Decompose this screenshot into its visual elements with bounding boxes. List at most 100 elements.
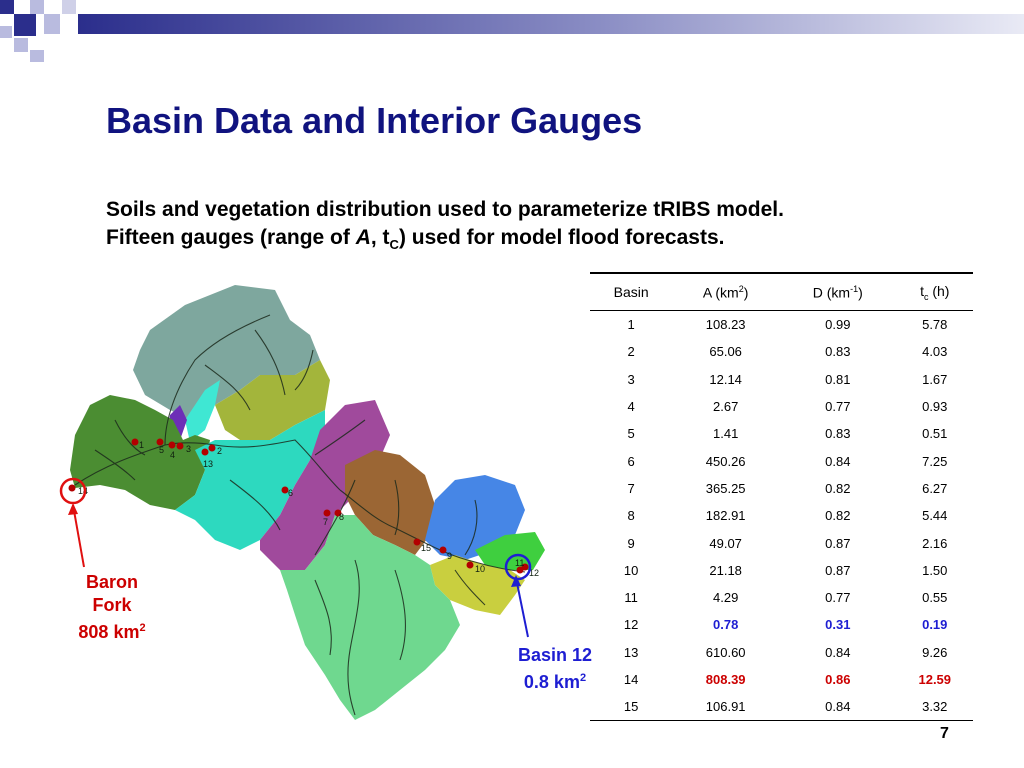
label-line: 808 km2 — [56, 617, 168, 644]
table-cell-area: 808.39 — [705, 672, 746, 687]
header-exponent: -1 — [850, 283, 859, 294]
table-cell-tc: 6.27 — [922, 480, 948, 496]
table-cell-density: 0.87 — [825, 535, 851, 551]
header-text: ) — [858, 284, 863, 301]
slide-subtitle: Soils and vegetation distribution used t… — [106, 196, 784, 259]
label-area: 0.8 km — [523, 672, 580, 692]
watershed-map: 1 2 3 4 5 6 7 8 9 10 11 12 13 14 15 — [59, 285, 545, 720]
gauge-label: 15 — [421, 543, 431, 553]
table-row: 14 808.39 0.86 12.59 — [590, 666, 973, 693]
table-cell-basin: 6 — [627, 453, 635, 469]
gauge-label: 5 — [159, 445, 164, 455]
gauge-point — [323, 509, 331, 517]
table-cell-density: 0.87 — [825, 562, 851, 578]
table-cell-basin: 4 — [627, 399, 635, 415]
gauge-points — [68, 438, 529, 574]
table-cell-basin: 9 — [627, 535, 635, 551]
river-network — [74, 314, 526, 716]
header-text: (h) — [928, 282, 950, 299]
header-text: ) — [743, 284, 749, 301]
table-row: 2 65.06 0.83 4.03 — [590, 338, 973, 365]
table-row: 9 49.07 0.87 2.16 — [590, 529, 973, 556]
table-cell-density: 0.86 — [825, 672, 851, 687]
slide-title: Basin Data and Interior Gauges — [106, 100, 643, 141]
gauge-label: 8 — [339, 512, 344, 522]
subbasin-region — [345, 450, 435, 555]
table-cell-area: 65.06 — [709, 344, 742, 360]
table-cell-tc: 7.25 — [922, 453, 948, 469]
table-body: 1 108.23 0.99 5.78 2 65.06 0.83 4.03 3 12.14 0.81 1… — [590, 311, 973, 722]
subtitle-line-1: Soils and vegetation distribution used t… — [106, 198, 784, 221]
table-cell-basin: 13 — [623, 644, 639, 660]
table-cell-tc: 2.16 — [922, 535, 948, 551]
table-row: 5 1.41 0.83 0.51 — [590, 420, 973, 447]
gauge-point — [201, 448, 209, 456]
table-cell-area: 2.67 — [713, 399, 739, 415]
table-row: 12 0.78 0.31 0.19 — [590, 611, 973, 638]
table-row: 1 108.23 0.99 5.78 — [590, 311, 973, 339]
table-cell-density: 0.83 — [825, 344, 851, 360]
table-row: 10 21.18 0.87 1.50 — [590, 557, 973, 584]
header-area: A (km2) — [672, 272, 780, 311]
basin-data-table: Basin A (km2) D (km-1) tc (h) 1 108.23 0.9… — [590, 272, 973, 722]
gauge-label: 12 — [529, 568, 539, 578]
subtitle-text: Fifteen gauges (range of — [106, 226, 356, 249]
gauge-point — [208, 444, 216, 452]
gauge-point — [334, 509, 342, 517]
header-square — [0, 0, 14, 14]
table-cell-basin: 8 — [627, 508, 635, 524]
table-row: 7 365.25 0.82 6.27 — [590, 475, 973, 502]
table-cell-tc: 0.93 — [922, 399, 948, 415]
header-square — [14, 14, 36, 36]
table-cell-tc: 4.03 — [922, 344, 948, 360]
basin-12-label: Basin 12 0.8 km2 — [500, 644, 610, 694]
subbasin-region — [215, 360, 330, 440]
table-cell-tc: 0.55 — [922, 590, 948, 606]
gauge-point — [521, 563, 529, 571]
label-area: 808 km — [78, 622, 140, 642]
label-line: Fork — [92, 595, 132, 615]
gauge-label: 13 — [203, 459, 213, 469]
table-cell-basin: 15 — [590, 693, 673, 722]
table-row: 13 610.60 0.84 9.26 — [590, 639, 973, 666]
table-cell-density: 0.82 — [825, 508, 851, 524]
header-square — [0, 26, 12, 38]
table-cell-area: 49.07 — [709, 535, 742, 551]
gauge-point — [168, 441, 176, 449]
table-cell-density: 0.82 — [825, 480, 851, 496]
table-row: 6 450.26 0.84 7.25 — [590, 447, 973, 474]
table-cell-basin: 3 — [627, 371, 635, 387]
table-cell-area: 450.26 — [705, 453, 746, 469]
subbasin-regions — [70, 285, 545, 720]
gauge-point — [156, 438, 164, 446]
subbasin-region — [280, 515, 460, 720]
header-text: A (km — [702, 284, 739, 301]
table-cell-basin: 2 — [627, 344, 635, 360]
gauge-point — [466, 561, 474, 569]
header-tc: tc (h) — [896, 272, 973, 311]
table-cell-basin: 11 — [624, 590, 638, 606]
gauge-point — [68, 484, 76, 492]
table-cell-tc: 12.59 — [918, 672, 952, 687]
header-square — [62, 0, 76, 14]
table-row: 11 4.29 0.77 0.55 — [590, 584, 973, 611]
label-line: 0.8 km2 — [500, 667, 610, 694]
gauge-point — [176, 442, 184, 450]
table-cell-tc: 5.78 — [922, 317, 948, 333]
table-cell-tc: 3.32 — [896, 693, 973, 722]
table-cell-area: 0.78 — [713, 617, 739, 633]
header-density: D (km-1) — [779, 272, 897, 311]
gauge-point — [131, 438, 139, 446]
table-row: 15 106.91 0.84 3.32 — [590, 693, 973, 722]
table-cell-density: 0.83 — [825, 426, 851, 442]
gauge-label: 3 — [186, 444, 191, 454]
subtitle-italic: A — [355, 226, 371, 249]
subtitle-text: ) used for model flood forecasts. — [398, 226, 725, 249]
gauge-label: 1 — [139, 440, 144, 450]
table-cell-area: 610.60 — [705, 644, 746, 660]
table-cell-area: 108.23 — [705, 317, 746, 333]
header-subscript: c — [923, 291, 929, 302]
table-cell-tc: 0.51 — [922, 426, 948, 442]
table-cell-basin: 7 — [627, 480, 635, 496]
subbasin-region — [430, 555, 525, 615]
